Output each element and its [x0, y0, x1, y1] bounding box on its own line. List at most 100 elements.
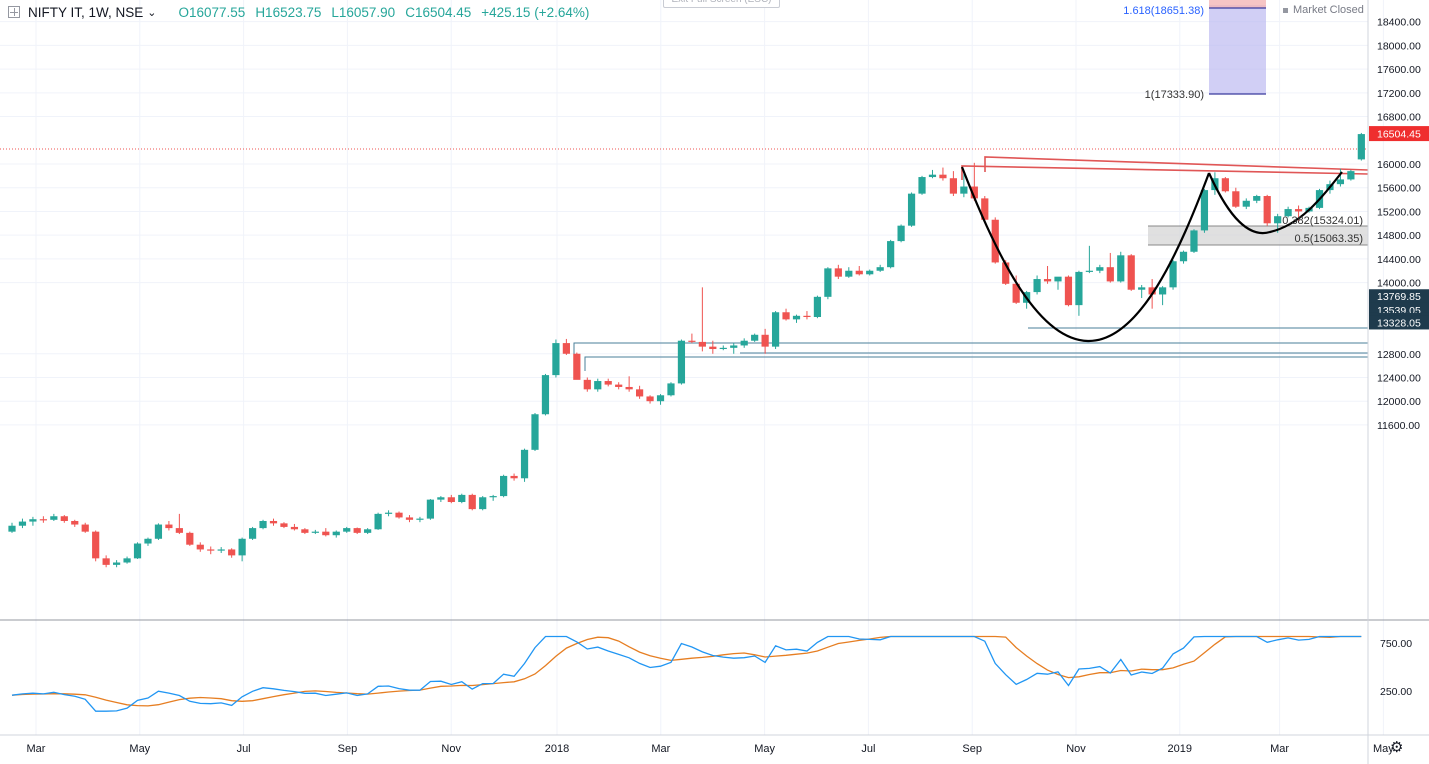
candle-body [520, 449, 529, 479]
candle-body [771, 312, 780, 347]
fib-extension-zone [1209, 5, 1266, 94]
x-tick-label: Mar [1270, 743, 1289, 755]
candle-body [1274, 216, 1282, 224]
gear-icon[interactable]: ⚙ [1390, 739, 1404, 756]
expand-icon[interactable] [8, 6, 20, 18]
candle-body [113, 562, 121, 565]
chart-header: NIFTY IT, 1W, NSE ⌄ O16077.55 H16523.75 … [8, 2, 599, 22]
candle-body [437, 497, 445, 500]
candle-body [541, 375, 550, 415]
candle-body [186, 532, 194, 545]
x-tick-label: Jul [237, 743, 251, 755]
ohlc-open: O16077.55 [178, 4, 246, 20]
candle-body [531, 414, 539, 450]
candle-body [364, 529, 372, 533]
candle-body [1253, 196, 1261, 201]
candle-body [165, 524, 173, 529]
candle-body [677, 340, 686, 384]
candle-body [636, 389, 644, 397]
y-tick-label: 18000.00 [1377, 40, 1421, 52]
ohlc-high: H16523.75 [255, 4, 322, 20]
candle-body [562, 343, 570, 354]
fib-1-label: 1(17333.90) [1145, 89, 1204, 101]
candle-body [353, 528, 361, 533]
support-lines [573, 327, 1368, 371]
candle-body [1043, 279, 1052, 282]
candle-body [468, 494, 476, 510]
x-tick-label: Nov [441, 743, 461, 755]
last-price-badge [1369, 126, 1429, 142]
candle-body [855, 270, 863, 275]
candle-body [646, 396, 654, 402]
candle-body [1148, 287, 1156, 295]
y-tick-label: 12000.00 [1377, 396, 1421, 408]
candle-body [583, 379, 591, 390]
candle-body [656, 395, 665, 402]
candle-body [897, 225, 905, 242]
candle-body [698, 341, 706, 347]
candle-body [573, 353, 581, 380]
handle-curve [1207, 171, 1343, 235]
candle-body [751, 334, 759, 341]
candle-body [625, 386, 633, 390]
candle-body [834, 268, 842, 277]
candle-body [1242, 200, 1250, 207]
candle-body [39, 519, 47, 521]
level-label: 13328.05 [1377, 317, 1421, 329]
candle-body [416, 518, 424, 520]
x-tick-label: Mar [651, 743, 670, 755]
x-tick-label: Jul [861, 743, 875, 755]
candle-body [928, 174, 937, 178]
candle-body [29, 519, 37, 522]
chevron-down-icon[interactable]: ⌄ [147, 6, 157, 19]
y-tick-label: 17200.00 [1377, 88, 1421, 100]
candle-body [991, 219, 999, 263]
candle-body [384, 512, 393, 514]
grid-lines [0, 0, 1384, 735]
x-tick-label: 2018 [545, 743, 569, 755]
candle-body [552, 343, 560, 376]
candle-body [322, 531, 330, 536]
candle-body [1169, 261, 1177, 288]
resistance-lines [961, 156, 1369, 180]
last-price-label: 16504.45 [1377, 129, 1421, 141]
x-tick-label: May [1373, 743, 1394, 755]
candle-body [939, 174, 947, 179]
candle-body [615, 384, 623, 387]
candle-body [447, 497, 455, 503]
osc-fast-line [11, 635, 1362, 712]
candle-body [1263, 196, 1271, 224]
candle-body [123, 558, 131, 563]
candle-body [1221, 178, 1229, 192]
candle-body [238, 538, 246, 556]
candle-body [259, 520, 267, 529]
oscillator [11, 635, 1362, 712]
fib-0382-label: 0.382(15324.01) [1282, 215, 1363, 227]
market-status-label: Market Closed [1293, 4, 1364, 16]
candle-body [1347, 171, 1355, 180]
candle-body [18, 521, 27, 526]
candle-body [1284, 209, 1292, 217]
candle-body [458, 494, 466, 503]
candle-body [1138, 287, 1146, 290]
symbol-title[interactable]: NIFTY IT, 1W, NSE [28, 4, 144, 20]
y-tick-label: 12800.00 [1377, 349, 1421, 361]
y-tick-label: 16800.00 [1377, 112, 1421, 124]
cup-curve [960, 166, 1211, 343]
candle-body [761, 334, 769, 347]
y-tick-label: 11600.00 [1377, 420, 1420, 432]
candle-body [1117, 255, 1125, 282]
candle-body [876, 267, 884, 271]
candle-body [479, 497, 487, 510]
x-tick-label: May [129, 743, 150, 755]
x-tick-label: Nov [1066, 743, 1086, 755]
status-dot-icon [1283, 7, 1288, 13]
candle-body [709, 346, 717, 350]
time-axis[interactable]: Mar May Jul Sep Nov 2018 Mar May Jul Sep Nov 2019 Ma… [27, 743, 1395, 755]
candle-body [887, 241, 895, 268]
exit-full-screen-button[interactable]: Exit Full Screen (ESC) [663, 0, 780, 8]
candle-body [50, 516, 58, 520]
price-axis[interactable]: 18400.00 18000.00 17600.00 17200.00 16800.00… [1377, 17, 1421, 698]
